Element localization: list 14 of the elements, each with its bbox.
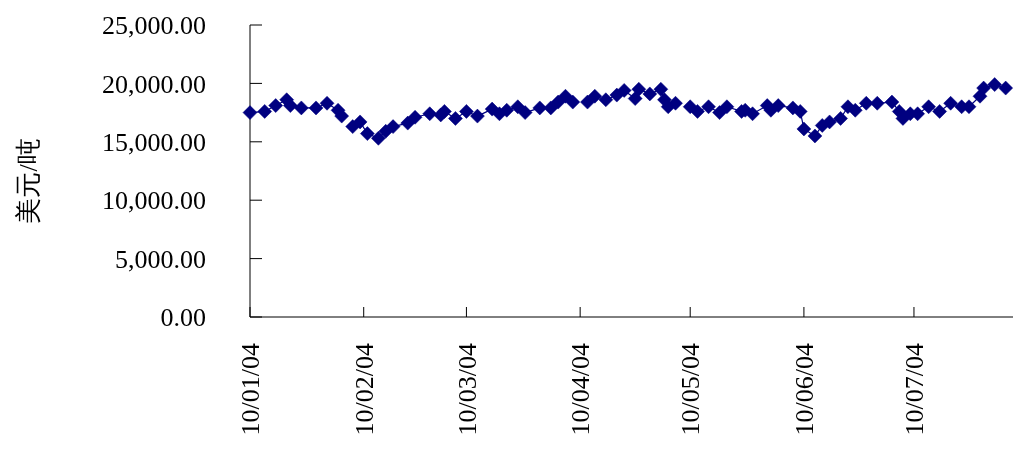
y-axis-title: 美元/吨: [14, 138, 44, 224]
x-tick-label: 10/07/04: [900, 343, 930, 436]
x-tick-label: 10/05/04: [676, 343, 706, 436]
y-tick-label: 25,000.00: [102, 11, 206, 41]
x-tick-label: 10/03/04: [452, 343, 482, 436]
x-tick-label: 10/04/04: [566, 343, 596, 436]
y-tick-label: 15,000.00: [102, 127, 206, 157]
y-tick-label: 20,000.00: [102, 69, 206, 99]
x-tick-label: 10/01/04: [236, 343, 266, 436]
x-tick-label: 10/02/04: [349, 343, 379, 436]
y-tick-label: 10,000.00: [102, 186, 206, 216]
y-tick-label: 5,000.00: [115, 244, 206, 274]
y-tick-label: 0.00: [160, 303, 206, 333]
x-tick-label: 10/06/04: [790, 343, 820, 436]
